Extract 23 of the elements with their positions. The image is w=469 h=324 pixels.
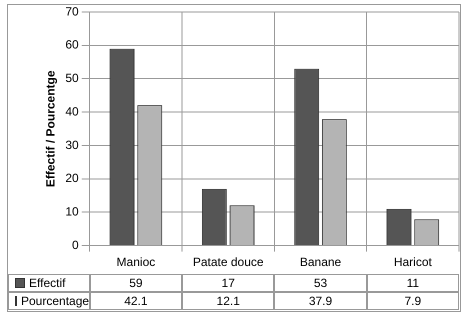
y-tick-label: 60 — [65, 38, 80, 52]
y-tick-label: 0 — [72, 238, 80, 252]
data-label: 17 — [182, 274, 274, 292]
x-tick-label: Patate douce — [192, 255, 264, 270]
data-label: 12.1 — [182, 292, 274, 310]
x-tick-label: Banane — [300, 255, 342, 270]
y-tick-label: 40 — [65, 104, 80, 118]
data-label: 53 — [274, 274, 367, 292]
y-tick-label: 50 — [65, 71, 80, 86]
data-label: 11 — [366, 274, 459, 292]
x-tick-label: Haricot — [394, 255, 433, 270]
y-tick-label: 30 — [65, 138, 80, 152]
x-tick-label: Manioc — [116, 255, 156, 270]
y-axis-title: Effectif / Pourcentge — [44, 70, 58, 188]
data-label: 59 — [90, 274, 182, 292]
y-tick-label: 20 — [65, 171, 80, 186]
y-tick-label: 70 — [65, 4, 80, 18]
data-label: 7.9 — [366, 292, 459, 310]
legend-label: Effectif — [29, 276, 66, 290]
legend-label: Pourcentage — [21, 294, 90, 308]
y-tick-label: 10 — [65, 204, 80, 219]
data-label: 42.1 — [90, 292, 182, 310]
data-label: 37.9 — [274, 292, 367, 310]
